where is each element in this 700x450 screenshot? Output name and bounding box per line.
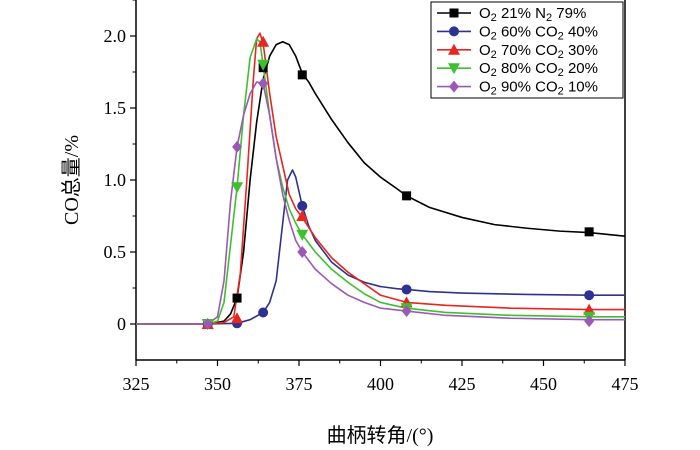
data-point-series-5 (232, 140, 243, 153)
x-tick-label: 450 (530, 374, 557, 394)
legend-text-part: 40% (564, 23, 598, 40)
data-point-series-3 (257, 35, 270, 47)
legend-subscript: 2 (491, 86, 497, 98)
x-tick-label: 425 (449, 374, 476, 394)
y-tick-label: 0.5 (104, 242, 127, 262)
data-point-series-4 (296, 229, 309, 241)
x-tick-label: 400 (367, 374, 394, 394)
legend-text-part: 80% CO (497, 60, 558, 77)
x-tick-label: 375 (286, 374, 313, 394)
data-point-series-1 (232, 293, 242, 303)
legend-marker (448, 43, 460, 55)
legend-text-part: 21% N (497, 5, 546, 22)
data-point-series-1 (297, 70, 307, 80)
legend-marker (449, 80, 459, 93)
legend-text-part: 79% (552, 5, 586, 22)
legend-subscript: 2 (491, 30, 497, 42)
y-tick-label: 1.0 (104, 170, 127, 190)
legend-marker (448, 63, 460, 75)
legend-text-part: 10% (564, 79, 598, 96)
legend-label: O2 90% CO2 10% (479, 79, 598, 98)
legend-marker (449, 26, 459, 37)
series-markers (201, 35, 596, 330)
legend-subscript: 2 (558, 67, 564, 79)
legend-marker (449, 8, 459, 18)
legend-label: O2 21% N2 79% (479, 5, 586, 24)
legend: O2 21% N2 79%O2 60% CO2 40%O2 70% CO2 30… (430, 1, 624, 99)
y-tick-label: 0 (117, 314, 126, 334)
data-point-series-5 (202, 318, 213, 330)
data-point-series-5 (297, 246, 308, 258)
x-axis-ticks: 325 350 375 400 425 450 475 (123, 360, 639, 394)
data-point-series-4 (257, 59, 270, 71)
legend-subscript: 2 (558, 30, 564, 42)
x-tick-label: 350 (204, 374, 231, 394)
data-point-series-4 (231, 182, 244, 194)
data-point-series-2 (258, 307, 269, 318)
legend-text-part: O (479, 60, 491, 77)
series-line-2 (136, 169, 625, 325)
y-axis-ticks: 0 0.5 1.0 1.5 2.0 (104, 0, 136, 334)
data-point-series-5 (401, 305, 412, 318)
legend-subscript: 2 (546, 12, 552, 24)
y-tick-label: 1.5 (104, 98, 127, 118)
data-point-series-5 (258, 77, 269, 90)
legend-text-part: 20% (564, 60, 598, 77)
data-point-series-3 (231, 312, 244, 324)
data-point-series-2 (297, 200, 308, 211)
legend-subscript: 2 (558, 86, 564, 98)
legend-label: O2 80% CO2 20% (479, 60, 598, 79)
legend-subscript: 2 (558, 49, 564, 61)
legend-text-part: 30% (564, 42, 598, 59)
series-line-4 (136, 38, 625, 325)
legend-text-part: O (479, 42, 491, 59)
data-point-series-1 (584, 227, 594, 237)
legend-text-part: 70% CO (497, 42, 558, 59)
x-tick-label: 475 (612, 374, 639, 394)
y-tick-label: 2.0 (104, 26, 127, 46)
legend-text-part: O (479, 23, 491, 40)
legend-subscript: 2 (491, 12, 497, 24)
series-line-5 (136, 81, 625, 325)
data-point-series-2 (401, 284, 412, 295)
data-point-series-5 (584, 315, 595, 328)
legend-text-part: 90% CO (497, 79, 558, 96)
data-point-series-2 (584, 290, 595, 301)
legend-text-part: O (479, 79, 491, 96)
data-point-series-1 (402, 191, 412, 201)
data-point-series-3 (296, 210, 309, 221)
legend-label: O2 60% CO2 40% (479, 23, 598, 42)
x-tick-label: 325 (123, 374, 150, 394)
legend-subscript: 2 (491, 67, 497, 79)
legend-subscript: 2 (491, 49, 497, 61)
series-line-3 (136, 32, 625, 325)
legend-text-part: O (479, 5, 491, 22)
legend-text-part: 60% CO (497, 23, 558, 40)
x-axis-title: 曲柄转角/(°) (327, 424, 434, 447)
legend-label: O2 70% CO2 30% (479, 42, 598, 61)
y-axis-title: CO总量/% (60, 135, 83, 225)
